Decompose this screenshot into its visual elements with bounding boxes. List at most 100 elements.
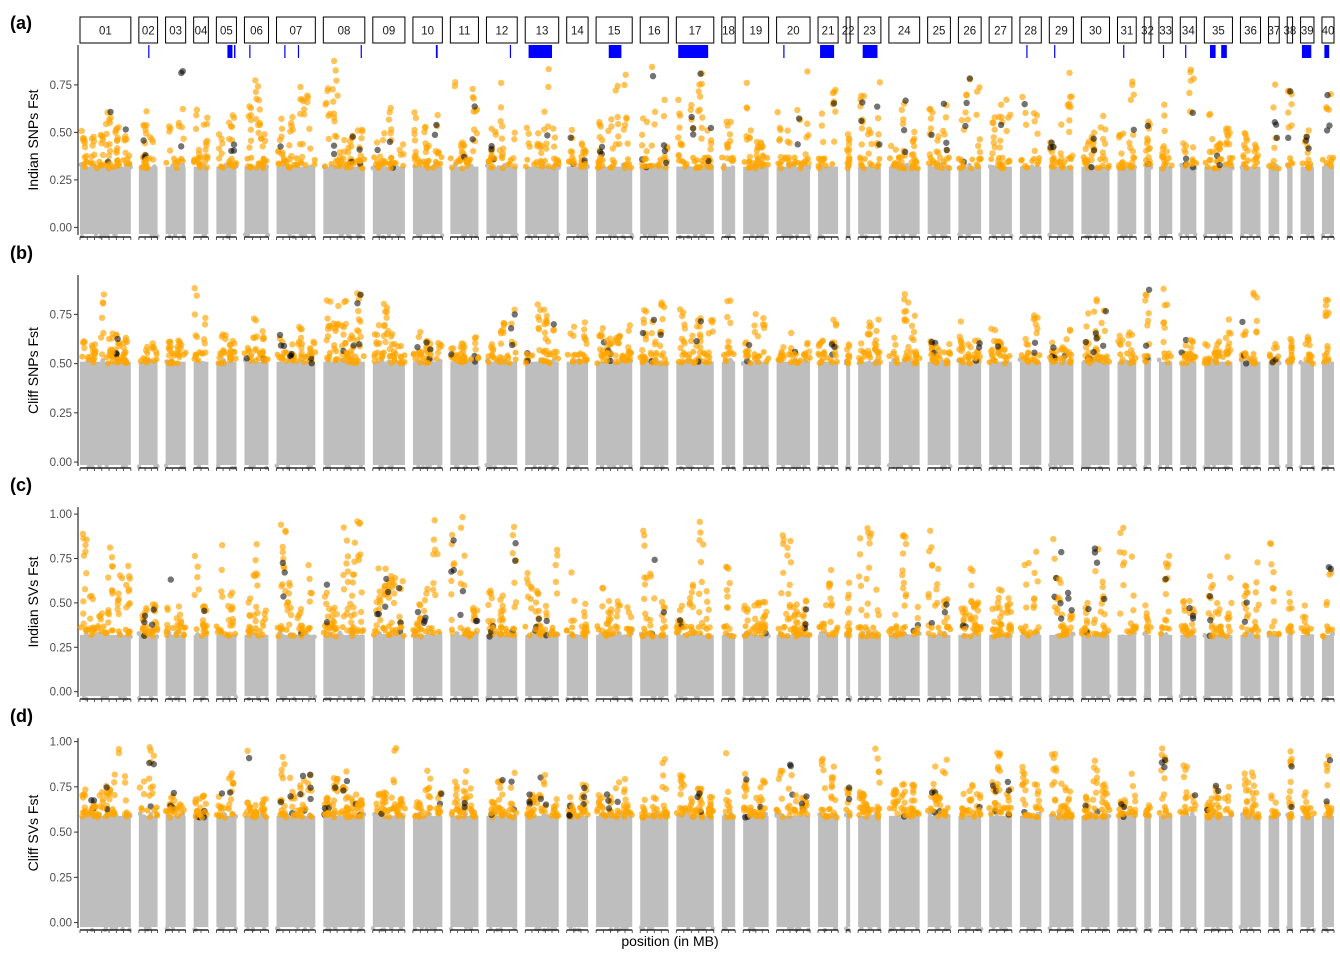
highlight-point	[1022, 101, 1028, 107]
outlier-point	[1272, 81, 1278, 87]
region-mark-23	[863, 45, 878, 58]
outlier-point	[358, 619, 364, 625]
background-points	[567, 167, 588, 234]
outlier-point	[1142, 297, 1148, 303]
outlier-point	[511, 524, 517, 530]
outlier-point	[578, 164, 584, 170]
outlier-point	[256, 160, 262, 166]
outlier-point	[331, 110, 337, 116]
x-axis-segment-35	[1204, 237, 1232, 240]
outlier-point	[1271, 145, 1277, 151]
chrom-points-36	[1240, 130, 1261, 238]
outlier-point	[708, 137, 714, 143]
y-axis-label: Indian SNPs Fst	[25, 89, 41, 190]
chrom-strip-label: 07	[290, 26, 303, 38]
outlier-point	[613, 141, 619, 147]
outlier-point	[278, 116, 284, 122]
chrom-points-03	[163, 68, 186, 239]
outlier-point	[227, 341, 233, 347]
outlier-point	[290, 358, 296, 364]
outlier-point	[858, 93, 864, 99]
outlier-point	[865, 150, 871, 156]
chrom-strip-37: 37	[1267, 17, 1280, 43]
x-axis-segment-34	[1180, 237, 1196, 240]
outlier-point	[690, 349, 696, 355]
chrom-strip-label: 27	[994, 26, 1007, 38]
outlier-point	[1223, 125, 1229, 131]
outlier-point	[216, 360, 222, 366]
outlier-point	[1166, 350, 1172, 356]
chrom-points-34	[1178, 66, 1199, 236]
highlight-point	[943, 140, 949, 146]
highlight-point	[231, 147, 237, 153]
highlight-point	[795, 141, 801, 147]
background-point	[462, 695, 466, 699]
outlier-point	[1068, 93, 1074, 99]
outlier-point	[551, 327, 557, 333]
outlier-point	[191, 592, 197, 598]
outlier-point	[1067, 327, 1073, 333]
outlier-point	[902, 291, 908, 297]
outlier-point	[911, 136, 917, 142]
outlier-point	[344, 352, 350, 358]
outlier-point	[582, 319, 588, 325]
outlier-point	[966, 360, 972, 366]
outlier-point	[353, 360, 359, 366]
outlier-point	[372, 628, 378, 634]
outlier-point	[545, 84, 551, 90]
outlier-point	[81, 552, 87, 558]
background-point	[1103, 233, 1107, 237]
chrom-points-08	[323, 290, 366, 470]
outlier-point	[500, 607, 506, 613]
x-axis-segment-25	[928, 468, 951, 471]
outlier-point	[1056, 159, 1062, 165]
background-point	[1163, 232, 1167, 236]
background-point	[493, 465, 497, 469]
outlier-point	[194, 574, 200, 580]
outlier-point	[1162, 355, 1168, 361]
background-point	[527, 234, 531, 238]
highlight-point	[698, 318, 704, 324]
outlier-point	[411, 109, 417, 115]
outlier-point	[391, 160, 397, 166]
chrom-strip-05: 05	[216, 17, 236, 43]
region-mark-08	[361, 45, 362, 58]
outlier-point	[352, 539, 358, 545]
outlier-point	[545, 66, 551, 72]
outlier-point	[991, 134, 997, 140]
outlier-point	[356, 521, 362, 527]
outlier-point	[721, 165, 727, 171]
highlight-point	[536, 616, 542, 622]
outlier-point	[251, 612, 257, 618]
outlier-point	[253, 116, 259, 122]
outlier-point	[679, 158, 685, 164]
outlier-point	[280, 549, 286, 555]
region-mark-05	[234, 45, 235, 58]
y-tick-label: 1.00	[50, 509, 72, 521]
outlier-point	[448, 591, 454, 597]
chrom-points-27	[986, 326, 1012, 471]
background-point	[97, 463, 101, 467]
x-axis-segment-16	[640, 237, 668, 240]
background-points	[1117, 167, 1136, 234]
highlight-point	[331, 151, 337, 157]
background-points	[323, 635, 364, 696]
background-points	[323, 362, 364, 465]
background-points	[139, 635, 158, 696]
outlier-point	[304, 92, 310, 98]
outlier-point	[888, 143, 894, 149]
outlier-point	[858, 359, 864, 365]
outlier-point	[893, 355, 899, 361]
outlier-point	[913, 360, 919, 366]
outlier-point	[997, 161, 1003, 167]
outlier-point	[608, 123, 614, 129]
outlier-point	[1160, 145, 1166, 151]
outlier-point	[1067, 165, 1073, 171]
outlier-point	[262, 616, 268, 622]
outlier-point	[1120, 130, 1126, 136]
background-point	[432, 696, 436, 700]
outlier-point	[126, 161, 132, 167]
outlier-point	[375, 163, 381, 169]
outlier-point	[195, 563, 201, 569]
outlier-point	[324, 590, 330, 596]
